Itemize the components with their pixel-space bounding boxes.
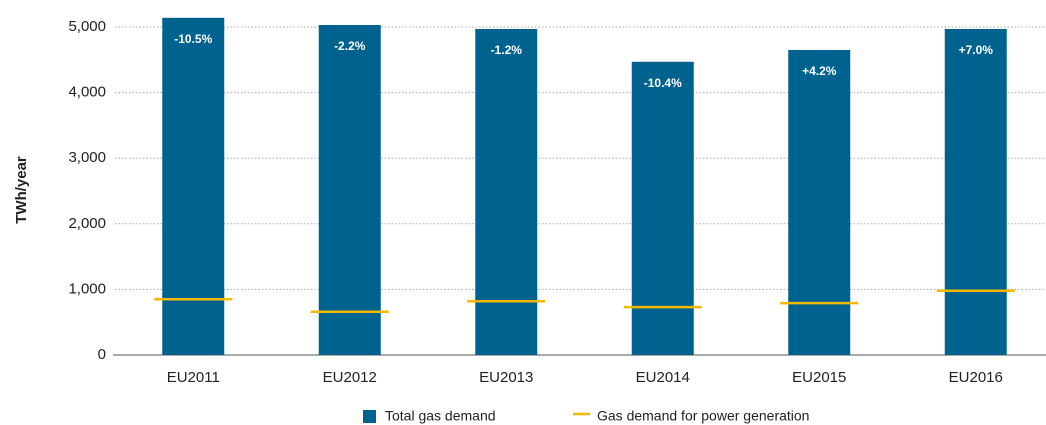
- bar: [631, 61, 694, 355]
- change-label: -10.4%: [644, 76, 682, 90]
- y-tick-label: 1,000: [68, 280, 106, 297]
- change-label: -2.2%: [334, 39, 366, 53]
- legend-swatch: [363, 410, 376, 423]
- x-tick-label: EU2014: [636, 369, 690, 386]
- legend-label: Total gas demand: [385, 408, 496, 424]
- x-tick-label: EU2011: [167, 369, 220, 386]
- bar: [788, 49, 851, 356]
- y-tick-label: 0: [98, 346, 106, 363]
- y-tick-label: 4,000: [68, 84, 106, 101]
- change-label: -1.2%: [491, 43, 523, 57]
- y-axis-label: TWh/year: [13, 156, 30, 224]
- change-label: -10.5%: [174, 32, 212, 46]
- bar: [475, 28, 538, 356]
- y-tick-label: 2,000: [68, 215, 106, 232]
- y-tick-label: 5,000: [68, 18, 106, 35]
- x-tick-label: EU2015: [792, 369, 846, 386]
- bar: [162, 17, 225, 355]
- x-tick-label: EU2012: [323, 369, 377, 386]
- x-tick-label: EU2013: [479, 369, 533, 386]
- y-tick-label: 3,000: [68, 149, 106, 166]
- change-label: +7.0%: [959, 43, 994, 57]
- x-tick-label: EU2016: [949, 369, 1003, 386]
- bar: [944, 28, 1007, 356]
- legend-label: Gas demand for power generation: [597, 408, 809, 424]
- change-label: +4.2%: [802, 64, 837, 78]
- bar: [318, 25, 381, 355]
